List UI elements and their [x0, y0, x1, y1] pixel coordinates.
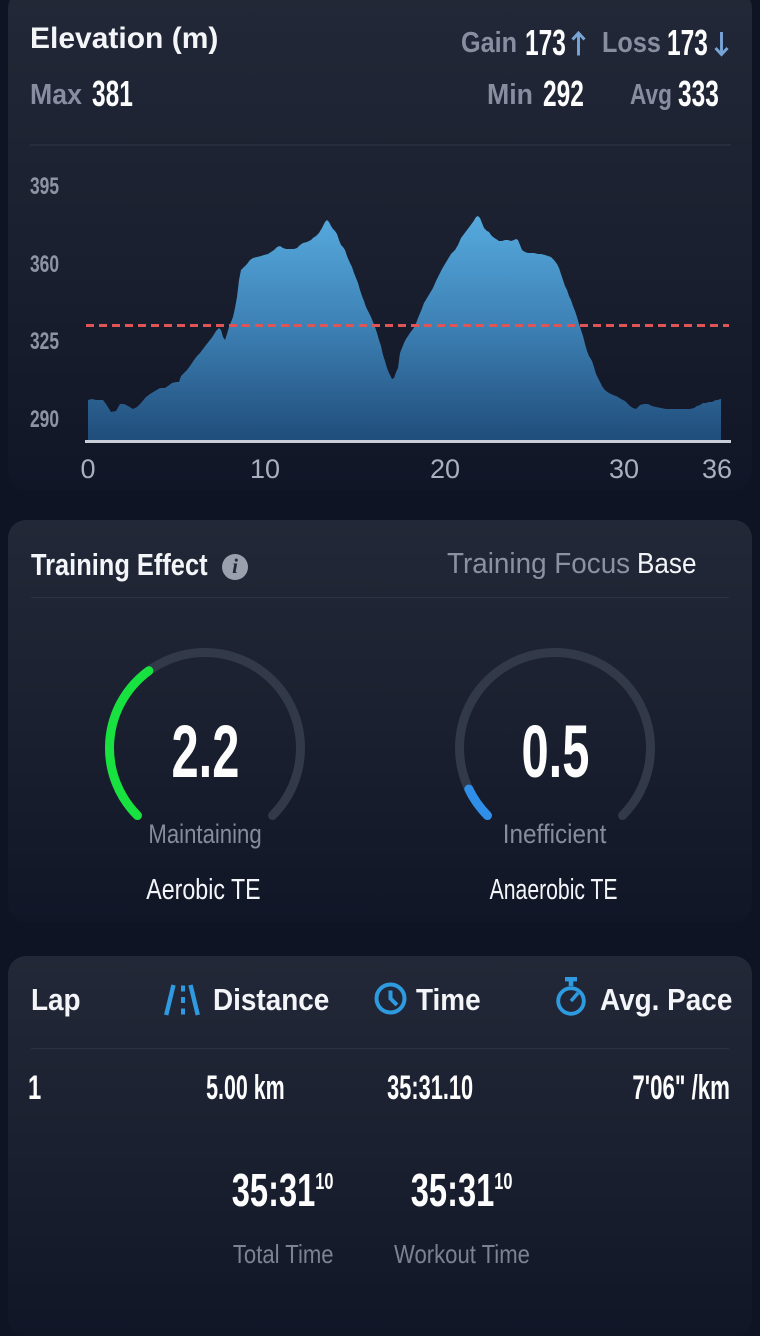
svg-text:0: 0 — [80, 454, 95, 484]
svg-text:290: 290 — [30, 406, 59, 433]
svg-text:325: 325 — [30, 328, 59, 355]
svg-text:36: 36 — [702, 454, 732, 484]
svg-text:360: 360 — [30, 251, 59, 278]
svg-text:10: 10 — [250, 454, 280, 484]
svg-text:30: 30 — [609, 454, 639, 484]
svg-text:395: 395 — [30, 173, 59, 200]
svg-text:20: 20 — [430, 454, 460, 484]
